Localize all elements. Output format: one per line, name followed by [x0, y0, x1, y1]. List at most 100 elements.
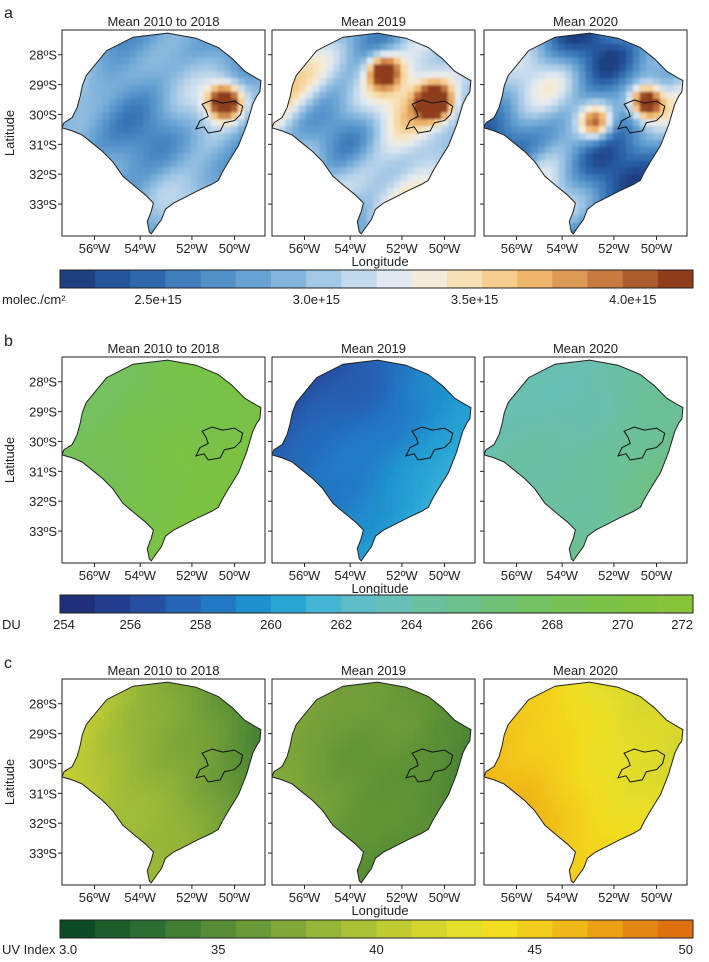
colorbar-tick-label: 256 [119, 617, 141, 632]
region-outline [405, 748, 454, 783]
x-tick-label: 50ºW [429, 241, 461, 256]
colorbar-a: molec./cm² 2.5e+15 3.0e+15 3.5e+15 4.0e+15 [2, 269, 694, 307]
colorbar-swatch [60, 595, 96, 613]
colorbar-tick-label: 35 [211, 942, 225, 957]
colorbar-swatch [657, 270, 694, 288]
colorbar-tick-label: 2.5e+15 [134, 292, 181, 307]
x-tick-label: 54ºW [546, 890, 578, 905]
map-title: Mean 2010 to 2018 [107, 663, 219, 678]
colorbar-swatch [622, 270, 659, 288]
colorbar-tick-label: 260 [260, 617, 282, 632]
colorbar-tick-label: 254 [53, 617, 75, 632]
colorbar-swatch [130, 270, 166, 288]
colorbar-tick-label: 268 [541, 617, 563, 632]
y-tick-label: 29ºS [29, 78, 57, 93]
colorbar-swatch [306, 595, 342, 613]
x-tick-label: 54ºW [124, 890, 156, 905]
map-title: Mean 2020 [553, 14, 618, 29]
state-outline [483, 681, 684, 884]
colorbar-swatch [376, 920, 412, 938]
panel-letter-a: a [4, 5, 13, 22]
panels-layer: Mean 2010 to 2018 56ºW 54ºW 52ºW 50ºW 28ºS 29º… [2, 14, 694, 957]
colorbar-swatch [552, 270, 588, 288]
x-axis-label: Longitude [351, 581, 408, 596]
x-tick-label: 54ºW [124, 241, 156, 256]
colorbar-swatch [482, 595, 518, 613]
x-tick-label: 54ºW [334, 890, 366, 905]
y-tick-label: 28ºS [29, 697, 57, 712]
map-panel-a-1: Mean 2019 56ºW 54ºW 52ºW 50ºW [268, 14, 476, 256]
map-title: Mean 2019 [341, 341, 406, 356]
state-outline [271, 32, 472, 235]
region-outline [617, 748, 666, 783]
x-tick-label: 56ºW [501, 890, 533, 905]
colorbar-swatch [271, 270, 307, 288]
colorbar-swatch [341, 920, 377, 938]
x-tick-label: 56ºW [289, 890, 321, 905]
y-tick-label: 30ºS [29, 756, 57, 771]
colorbar-swatch [200, 920, 237, 938]
map-panel-a-2: Mean 2020 56ºW 54ºW 52ºW 50ºW [480, 14, 688, 256]
x-tick-label: 50ºW [219, 241, 251, 256]
y-axis-label: Latitude [2, 437, 17, 483]
colorbar-swatch [587, 920, 623, 938]
state-outline [61, 359, 262, 562]
map-title: Mean 2020 [553, 341, 618, 356]
colorbar-swatch [95, 270, 131, 288]
x-tick-label: 50ºW [219, 890, 251, 905]
region-outline [195, 426, 244, 461]
map-title: Mean 2019 [341, 14, 406, 29]
colorbar-swatch [60, 270, 96, 288]
map-title: Mean 2010 to 2018 [107, 341, 219, 356]
colorbar-swatch [200, 270, 237, 288]
colorbar-swatch [411, 270, 448, 288]
colorbar-tick-label: 45 [528, 942, 542, 957]
colorbar-swatch [411, 920, 448, 938]
x-tick-label: 56ºW [79, 241, 111, 256]
colorbar-swatch [446, 920, 483, 938]
y-tick-label: 31ºS [29, 137, 57, 152]
y-tick-label: 30ºS [29, 107, 57, 122]
colorbar-frame [59, 269, 694, 289]
state-outline [61, 681, 262, 884]
colorbar-c: UV Index 3.0 35 40 45 50 [2, 919, 694, 957]
region-outline [195, 99, 244, 134]
map-panel-b-2: Mean 2020 56ºW 54ºW 52ºW 50ºW [480, 341, 688, 583]
x-tick-label: 52ºW [386, 241, 418, 256]
x-tick-label: 56ºW [79, 890, 111, 905]
colorbar-tick-label: 270 [612, 617, 634, 632]
map-panel-b-0: Mean 2010 to 2018 56ºW 54ºW 52ºW 50ºW 28ºS 29º… [29, 341, 266, 583]
x-tick-label: 52ºW [598, 568, 630, 583]
x-tick-label: 52ºW [386, 890, 418, 905]
y-tick-label: 31ºS [29, 786, 57, 801]
y-tick-label: 32ºS [29, 167, 57, 182]
region-outline [617, 426, 666, 461]
colorbar-swatch [446, 595, 483, 613]
colorbar-swatch [376, 270, 412, 288]
map-panel-c-2: Mean 2020 56ºW 54ºW 52ºW 50ºW [480, 663, 688, 905]
colorbar-swatch [411, 595, 448, 613]
x-tick-label: 50ºW [429, 890, 461, 905]
colorbar-swatch [657, 595, 694, 613]
colorbar-swatch [235, 920, 272, 938]
colorbar-swatch [446, 270, 483, 288]
x-tick-label: 50ºW [641, 890, 673, 905]
x-tick-label: 52ºW [598, 241, 630, 256]
colorbar-swatch [165, 920, 201, 938]
region-outline [405, 99, 454, 134]
state-outline [271, 681, 472, 884]
colorbar-tick-label: 258 [190, 617, 212, 632]
colorbar-tick-label: 262 [330, 617, 352, 632]
colorbar-swatch [482, 270, 518, 288]
y-tick-label: 31ºS [29, 464, 57, 479]
colorbar-tick-label: 50 [679, 942, 693, 957]
colorbar-swatch [235, 270, 272, 288]
colorbar-swatch [376, 595, 412, 613]
state-outline [483, 359, 684, 562]
colorbar-frame [59, 594, 694, 614]
region-outline [617, 99, 666, 134]
panel-letter-c: c [4, 655, 12, 672]
x-tick-label: 54ºW [546, 241, 578, 256]
colorbar-swatch [130, 920, 166, 938]
x-tick-label: 52ºW [176, 241, 208, 256]
